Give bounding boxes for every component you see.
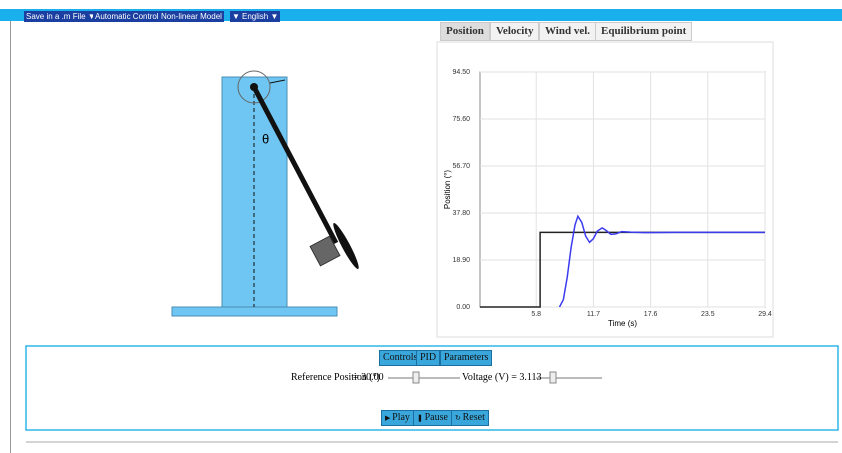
- base: [172, 307, 337, 316]
- y-tick-label: 18.90: [452, 257, 470, 264]
- button-label: Pause: [425, 412, 448, 423]
- button-label: Play: [392, 412, 410, 423]
- x-tick-label: 23.5: [701, 311, 715, 318]
- button-label: Reset: [463, 412, 485, 423]
- x-tick-label: 29.4: [758, 311, 772, 318]
- chart: 0.00 18.90 37.80 56.70 75.60 94.50 5.8 11.7 17.6…: [443, 69, 772, 328]
- y-axis-label: Position (°): [443, 170, 452, 210]
- y-tick-label: 0.00: [456, 304, 470, 311]
- chart-tab[interactable]: Wind vel.: [539, 22, 596, 41]
- reference-value: = 30.00: [353, 372, 384, 383]
- x-tick-label: 17.6: [644, 311, 658, 318]
- y-tick-label: 56.70: [452, 163, 470, 170]
- pendulum-diagram: θ: [172, 71, 362, 316]
- chart-tab[interactable]: Position: [440, 22, 490, 41]
- button-icon: ↻: [455, 414, 463, 422]
- y-tick-label: 94.50: [452, 69, 470, 76]
- button[interactable]: ❚ Pause: [413, 410, 452, 426]
- chart-tab[interactable]: Velocity: [490, 22, 539, 41]
- voltage-label: Voltage (V) = 3.113: [462, 372, 542, 383]
- plot-area: [480, 72, 765, 307]
- voltage-slider-handle[interactable]: [550, 372, 556, 383]
- page: Save in a .m File ▼Automatic Control ▼No…: [0, 0, 842, 453]
- x-axis-label: Time (s): [608, 319, 637, 328]
- angle-label: θ: [262, 131, 269, 146]
- chart-tab[interactable]: Equilibrium point: [595, 22, 692, 41]
- scene: θ 0.00 18.90 37.80 56.70 75.60 94.50 5.8 11.7 17…: [0, 0, 842, 453]
- y-tick-label: 37.80: [452, 210, 470, 217]
- x-tick-label: 5.8: [531, 311, 541, 318]
- reference-slider-handle[interactable]: [413, 372, 419, 383]
- button[interactable]: ▶ Play: [381, 410, 414, 426]
- x-tick-label: 11.7: [587, 311, 600, 318]
- button-icon: ❚: [417, 414, 425, 422]
- y-tick-label: 75.60: [452, 116, 470, 123]
- button[interactable]: ↻ Reset: [451, 410, 489, 426]
- control-tab[interactable]: PID: [416, 350, 440, 366]
- pivot: [250, 83, 258, 91]
- control-tab[interactable]: Parameters: [440, 350, 492, 366]
